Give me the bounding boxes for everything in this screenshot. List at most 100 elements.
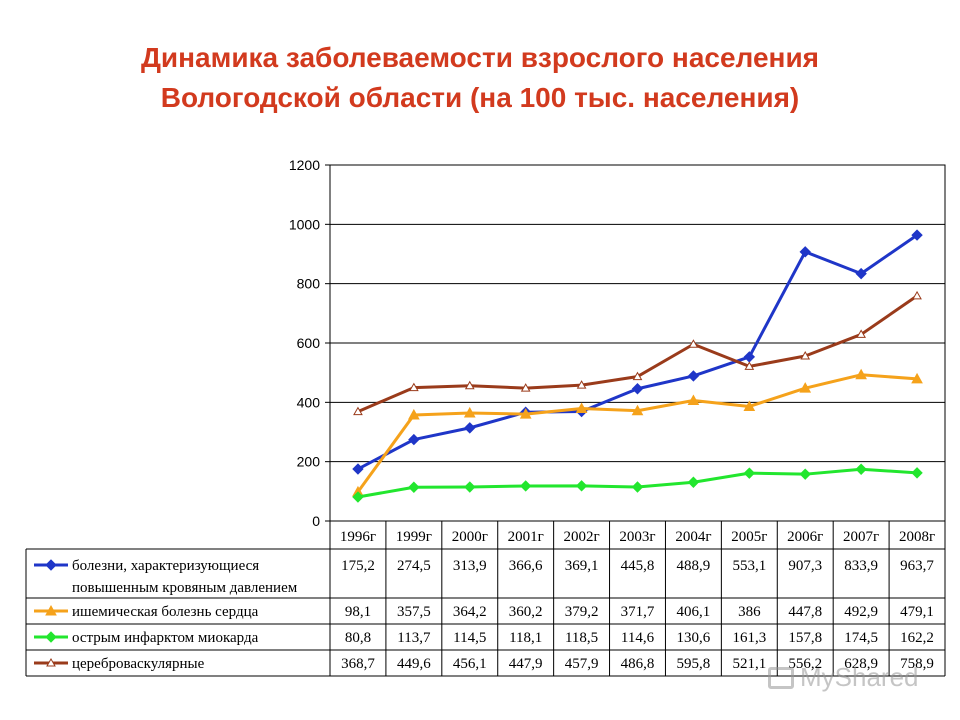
data-label: 98,1 <box>345 604 371 620</box>
data-label: 161,3 <box>732 630 766 646</box>
data-point <box>408 481 420 493</box>
x-category-label: 1999г <box>396 529 432 545</box>
data-point <box>688 339 699 348</box>
series-infarction <box>352 463 923 503</box>
x-category-label: 2003г <box>619 529 655 545</box>
data-point <box>464 481 476 493</box>
watermark: MyShared <box>768 660 938 694</box>
data-point <box>911 372 923 384</box>
data-point <box>409 382 419 392</box>
legend-label: ишемическая болезнь сердца <box>72 604 259 620</box>
data-point <box>799 382 812 393</box>
watermark-text: MyShared <box>800 662 919 692</box>
data-point <box>799 246 811 258</box>
table-row: болезни, характеризующиеся повышенным кро… <box>34 558 934 596</box>
data-point <box>800 350 811 360</box>
data-label: 114,5 <box>453 630 486 646</box>
data-label: 386 <box>738 604 761 620</box>
y-tick-label: 400 <box>297 394 321 410</box>
data-point <box>520 383 531 392</box>
data-label: 479,1 <box>900 604 934 620</box>
data-label: 114,6 <box>621 630 655 646</box>
data-point <box>687 476 700 488</box>
data-label: 628,9 <box>844 656 878 672</box>
x-category-label: 2008г <box>899 529 935 545</box>
data-label: 274,5 <box>397 558 431 574</box>
data-point <box>353 406 363 416</box>
data-label: 162,2 <box>900 630 934 646</box>
data-point <box>687 370 700 382</box>
x-category-labels: 1996г 1999г 2000г 2001г 2002г 2003г 2004г 2005г… <box>340 529 935 545</box>
data-point <box>519 480 532 492</box>
data-point <box>911 467 923 479</box>
legend-label: повышенным кровяным давлением <box>72 580 298 596</box>
chart-title: Динамика заболеваемости взрослого населе… <box>0 38 960 118</box>
data-label: 457,9 <box>565 656 599 672</box>
data-point <box>912 290 922 300</box>
data-point <box>687 394 700 406</box>
y-tick-labels: 0 200 400 600 800 1000 1200 <box>289 157 330 529</box>
watermark-logo-icon <box>768 667 794 689</box>
y-tick-label: 1000 <box>289 216 320 232</box>
table-row: ишемическая болезнь сердца 98,1 357,5 364,2… <box>34 604 934 620</box>
y-tick-label: 0 <box>312 513 320 529</box>
data-point <box>463 406 476 418</box>
data-label: 175,2 <box>341 558 375 574</box>
data-point <box>352 491 364 503</box>
data-label: 447,9 <box>509 656 543 672</box>
data-label: 445,8 <box>621 558 655 574</box>
legend-label: цереброваскулярные <box>72 656 205 672</box>
x-category-label: 2004г <box>675 529 711 545</box>
data-point <box>631 383 644 395</box>
x-category-label: 2000г <box>452 529 488 545</box>
data-label: 449,6 <box>397 656 431 672</box>
legend-key-marker <box>46 657 56 667</box>
data-label: 80,8 <box>345 630 371 646</box>
series-ischemic <box>352 368 923 497</box>
data-label: 369,1 <box>565 558 599 574</box>
data-point <box>911 229 923 241</box>
data-point <box>575 480 588 492</box>
data-label: 379,2 <box>565 604 599 620</box>
legend-label: болезни, характеризующиеся <box>72 558 259 574</box>
data-point <box>632 371 643 381</box>
data-label: 488,9 <box>677 558 711 574</box>
legend-key-marker <box>45 631 57 643</box>
data-label: 492,9 <box>844 604 878 620</box>
data-label: 963,7 <box>900 558 934 574</box>
data-label: 833,9 <box>844 558 878 574</box>
data-label: 360,2 <box>509 604 543 620</box>
x-category-label: 2002г <box>564 529 600 545</box>
legend-label: острым инфарктом миокарда <box>72 630 259 646</box>
legend-key-marker <box>45 559 57 571</box>
data-label: 118,1 <box>509 630 542 646</box>
data-point <box>352 463 364 475</box>
series-hypertension <box>352 229 923 475</box>
x-category-label: 2001г <box>508 529 544 545</box>
data-label: 371,7 <box>621 604 655 620</box>
data-label: 758,9 <box>900 656 934 672</box>
data-point <box>631 404 644 416</box>
data-point <box>408 433 420 446</box>
data-label: 364,2 <box>453 604 487 620</box>
data-label: 556,2 <box>788 656 822 672</box>
y-tick-label: 1200 <box>289 157 320 173</box>
y-tick-label: 600 <box>297 335 321 351</box>
data-label: 366,6 <box>509 558 543 574</box>
data-label: 595,8 <box>677 656 711 672</box>
series-cerebrovascular <box>353 290 922 416</box>
data-label: 368,7 <box>341 656 375 672</box>
data-label: 313,9 <box>453 558 487 574</box>
data-point <box>799 468 811 480</box>
data-point <box>408 408 420 420</box>
chart-title-line1: Динамика заболеваемости взрослого населе… <box>140 42 820 73</box>
data-table: 1996г 1999г 2000г 2001г 2002г 2003г 2004г 2005г… <box>25 520 946 677</box>
data-point <box>855 368 867 380</box>
data-label: 157,8 <box>788 630 822 646</box>
data-point <box>855 267 867 280</box>
data-label: 907,3 <box>788 558 822 574</box>
data-label: 357,5 <box>397 604 431 620</box>
data-point <box>631 481 644 493</box>
data-label: 521,1 <box>732 656 766 672</box>
